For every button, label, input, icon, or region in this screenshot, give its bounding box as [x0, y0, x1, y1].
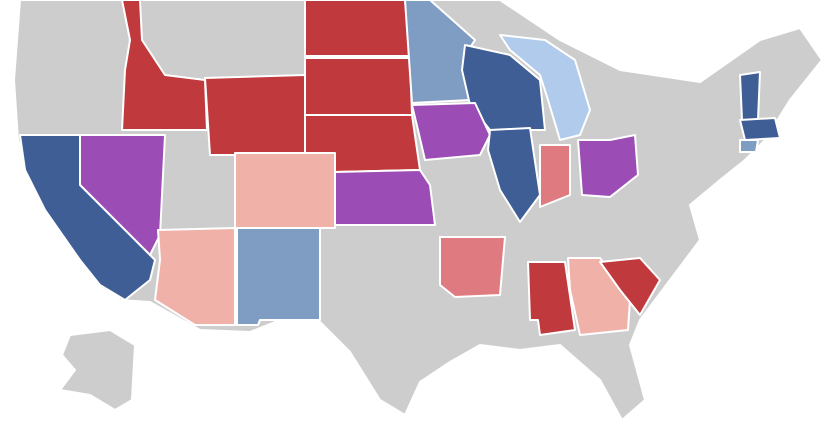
illinois	[487, 127, 541, 223]
south-carolina	[599, 257, 661, 316]
indiana	[539, 144, 571, 208]
california	[19, 134, 156, 301]
massachusetts	[739, 117, 781, 141]
connecticut	[739, 139, 759, 153]
alabama	[527, 261, 576, 336]
south-dakota	[304, 57, 413, 116]
georgia	[567, 257, 631, 336]
wyoming	[204, 74, 306, 156]
north-dakota	[304, 0, 411, 57]
ohio	[577, 134, 639, 198]
colorado	[234, 152, 336, 229]
new-mexico	[236, 227, 321, 326]
arkansas	[439, 236, 506, 298]
michigan	[499, 34, 591, 141]
kansas	[334, 169, 436, 226]
arizona	[154, 227, 236, 326]
alaska	[59, 329, 136, 411]
iowa	[411, 102, 491, 161]
vermont	[739, 71, 761, 121]
